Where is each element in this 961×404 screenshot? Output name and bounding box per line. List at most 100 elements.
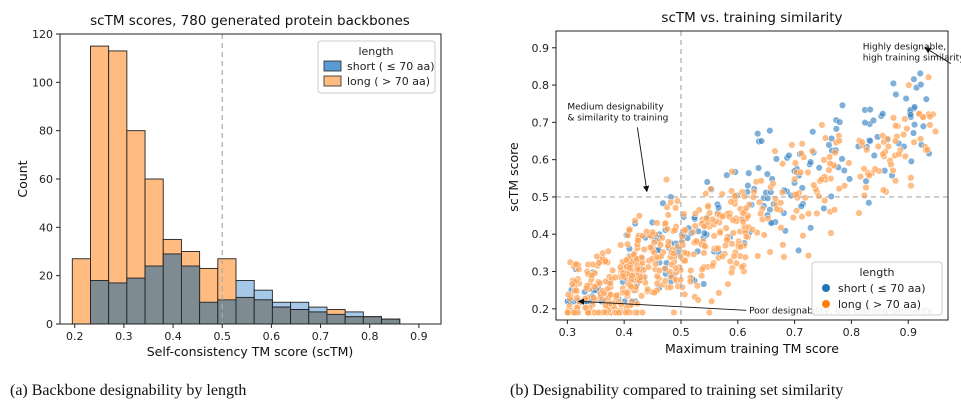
annotation-text: Medium designability bbox=[567, 102, 664, 112]
point-long bbox=[636, 273, 644, 281]
point-long bbox=[732, 259, 740, 267]
point-long bbox=[729, 216, 737, 224]
point-short bbox=[815, 164, 823, 172]
bar-overlap bbox=[362, 316, 382, 325]
point-long bbox=[698, 265, 706, 273]
y-tick-label: 60 bbox=[39, 173, 53, 186]
point-long bbox=[779, 160, 787, 168]
bar-overlap bbox=[90, 280, 110, 325]
x-tick-label: 0.6 bbox=[263, 330, 281, 343]
point-long bbox=[797, 149, 806, 157]
scatter-frame bbox=[555, 30, 949, 321]
point-long bbox=[856, 173, 865, 181]
point-short bbox=[838, 155, 846, 163]
point-short bbox=[838, 101, 847, 109]
point-long bbox=[860, 165, 868, 173]
point-short bbox=[825, 141, 833, 149]
x-tick-label: 0.9 bbox=[410, 330, 428, 343]
y-tick-label: 80 bbox=[39, 125, 53, 138]
point-long bbox=[594, 308, 602, 317]
point-long bbox=[780, 253, 788, 261]
point-long bbox=[910, 138, 918, 146]
bar-overlap bbox=[162, 253, 182, 325]
point-long bbox=[827, 229, 835, 237]
point-long bbox=[667, 283, 675, 291]
point-long bbox=[581, 295, 589, 303]
annotation-arrow bbox=[924, 47, 952, 65]
point-long bbox=[625, 226, 633, 234]
point-short bbox=[700, 229, 709, 237]
point-long bbox=[671, 226, 679, 234]
x-tick-label: 0.2 bbox=[66, 330, 84, 343]
point-long bbox=[680, 210, 688, 218]
point-long bbox=[715, 289, 723, 297]
point-long bbox=[619, 272, 627, 280]
y-tick-label: 100 bbox=[32, 76, 53, 89]
point-long bbox=[588, 271, 596, 279]
point-long bbox=[661, 277, 669, 285]
annotation-text: & similarity to training bbox=[567, 113, 668, 123]
histogram-legend-label-long: long ( > 70 aa) bbox=[347, 75, 430, 88]
point-long bbox=[572, 286, 580, 294]
point-short bbox=[917, 81, 925, 89]
point-long bbox=[892, 122, 900, 130]
point-long bbox=[891, 177, 900, 185]
point-long bbox=[879, 150, 887, 158]
point-short bbox=[902, 95, 910, 103]
point-long bbox=[739, 218, 747, 226]
point-long bbox=[708, 262, 717, 270]
point-long bbox=[678, 283, 686, 291]
point-long bbox=[589, 260, 597, 269]
x-tick-label: 0.6 bbox=[729, 326, 747, 339]
point-long bbox=[623, 240, 632, 248]
histogram-legend-swatch-short bbox=[323, 60, 342, 72]
point-long bbox=[884, 135, 892, 143]
point-long bbox=[778, 188, 786, 197]
point-long bbox=[568, 280, 576, 288]
point-short bbox=[703, 178, 711, 186]
point-long bbox=[646, 243, 655, 251]
point-long bbox=[724, 280, 732, 288]
bar-overlap bbox=[308, 311, 328, 325]
point-long bbox=[821, 134, 829, 142]
point-long bbox=[637, 292, 646, 300]
point-long bbox=[731, 192, 739, 200]
x-tick-label: 0.9 bbox=[899, 326, 917, 339]
point-long bbox=[764, 214, 772, 222]
point-long bbox=[694, 296, 702, 304]
point-long bbox=[917, 135, 925, 143]
point-long bbox=[820, 156, 828, 164]
bar-overlap bbox=[108, 282, 128, 325]
point-long bbox=[601, 257, 609, 265]
point-long bbox=[634, 236, 642, 244]
point-long bbox=[710, 232, 718, 240]
point-long bbox=[626, 264, 634, 272]
x-tick-label: 0.4 bbox=[164, 330, 182, 343]
point-long bbox=[804, 210, 813, 218]
bar-overlap bbox=[326, 313, 346, 325]
point-long bbox=[884, 143, 892, 151]
point-long bbox=[657, 241, 665, 249]
point-long bbox=[639, 232, 647, 240]
point-long bbox=[572, 260, 580, 268]
point-long bbox=[727, 269, 736, 277]
histogram-legend-title: length bbox=[358, 45, 393, 58]
point-long bbox=[673, 197, 682, 205]
scatter-legend: length short ( ≤ 70 aa) long ( > 70 aa) bbox=[811, 261, 943, 316]
point-short bbox=[922, 95, 930, 103]
scatter-legend-label-short: short ( ≤ 70 aa) bbox=[838, 282, 926, 295]
point-short bbox=[889, 79, 897, 88]
point-long bbox=[627, 283, 635, 291]
point-long bbox=[670, 308, 678, 317]
point-long bbox=[777, 199, 785, 207]
bar-overlap bbox=[180, 265, 201, 325]
point-long bbox=[789, 213, 797, 222]
point-long bbox=[926, 121, 934, 129]
bar-overlap bbox=[253, 299, 273, 325]
scatter-legend-title: length bbox=[859, 266, 894, 279]
point-long bbox=[863, 146, 871, 154]
point-short bbox=[757, 137, 766, 145]
y-tick-label: 40 bbox=[39, 221, 53, 234]
point-short bbox=[754, 130, 762, 138]
point-long bbox=[564, 308, 572, 317]
